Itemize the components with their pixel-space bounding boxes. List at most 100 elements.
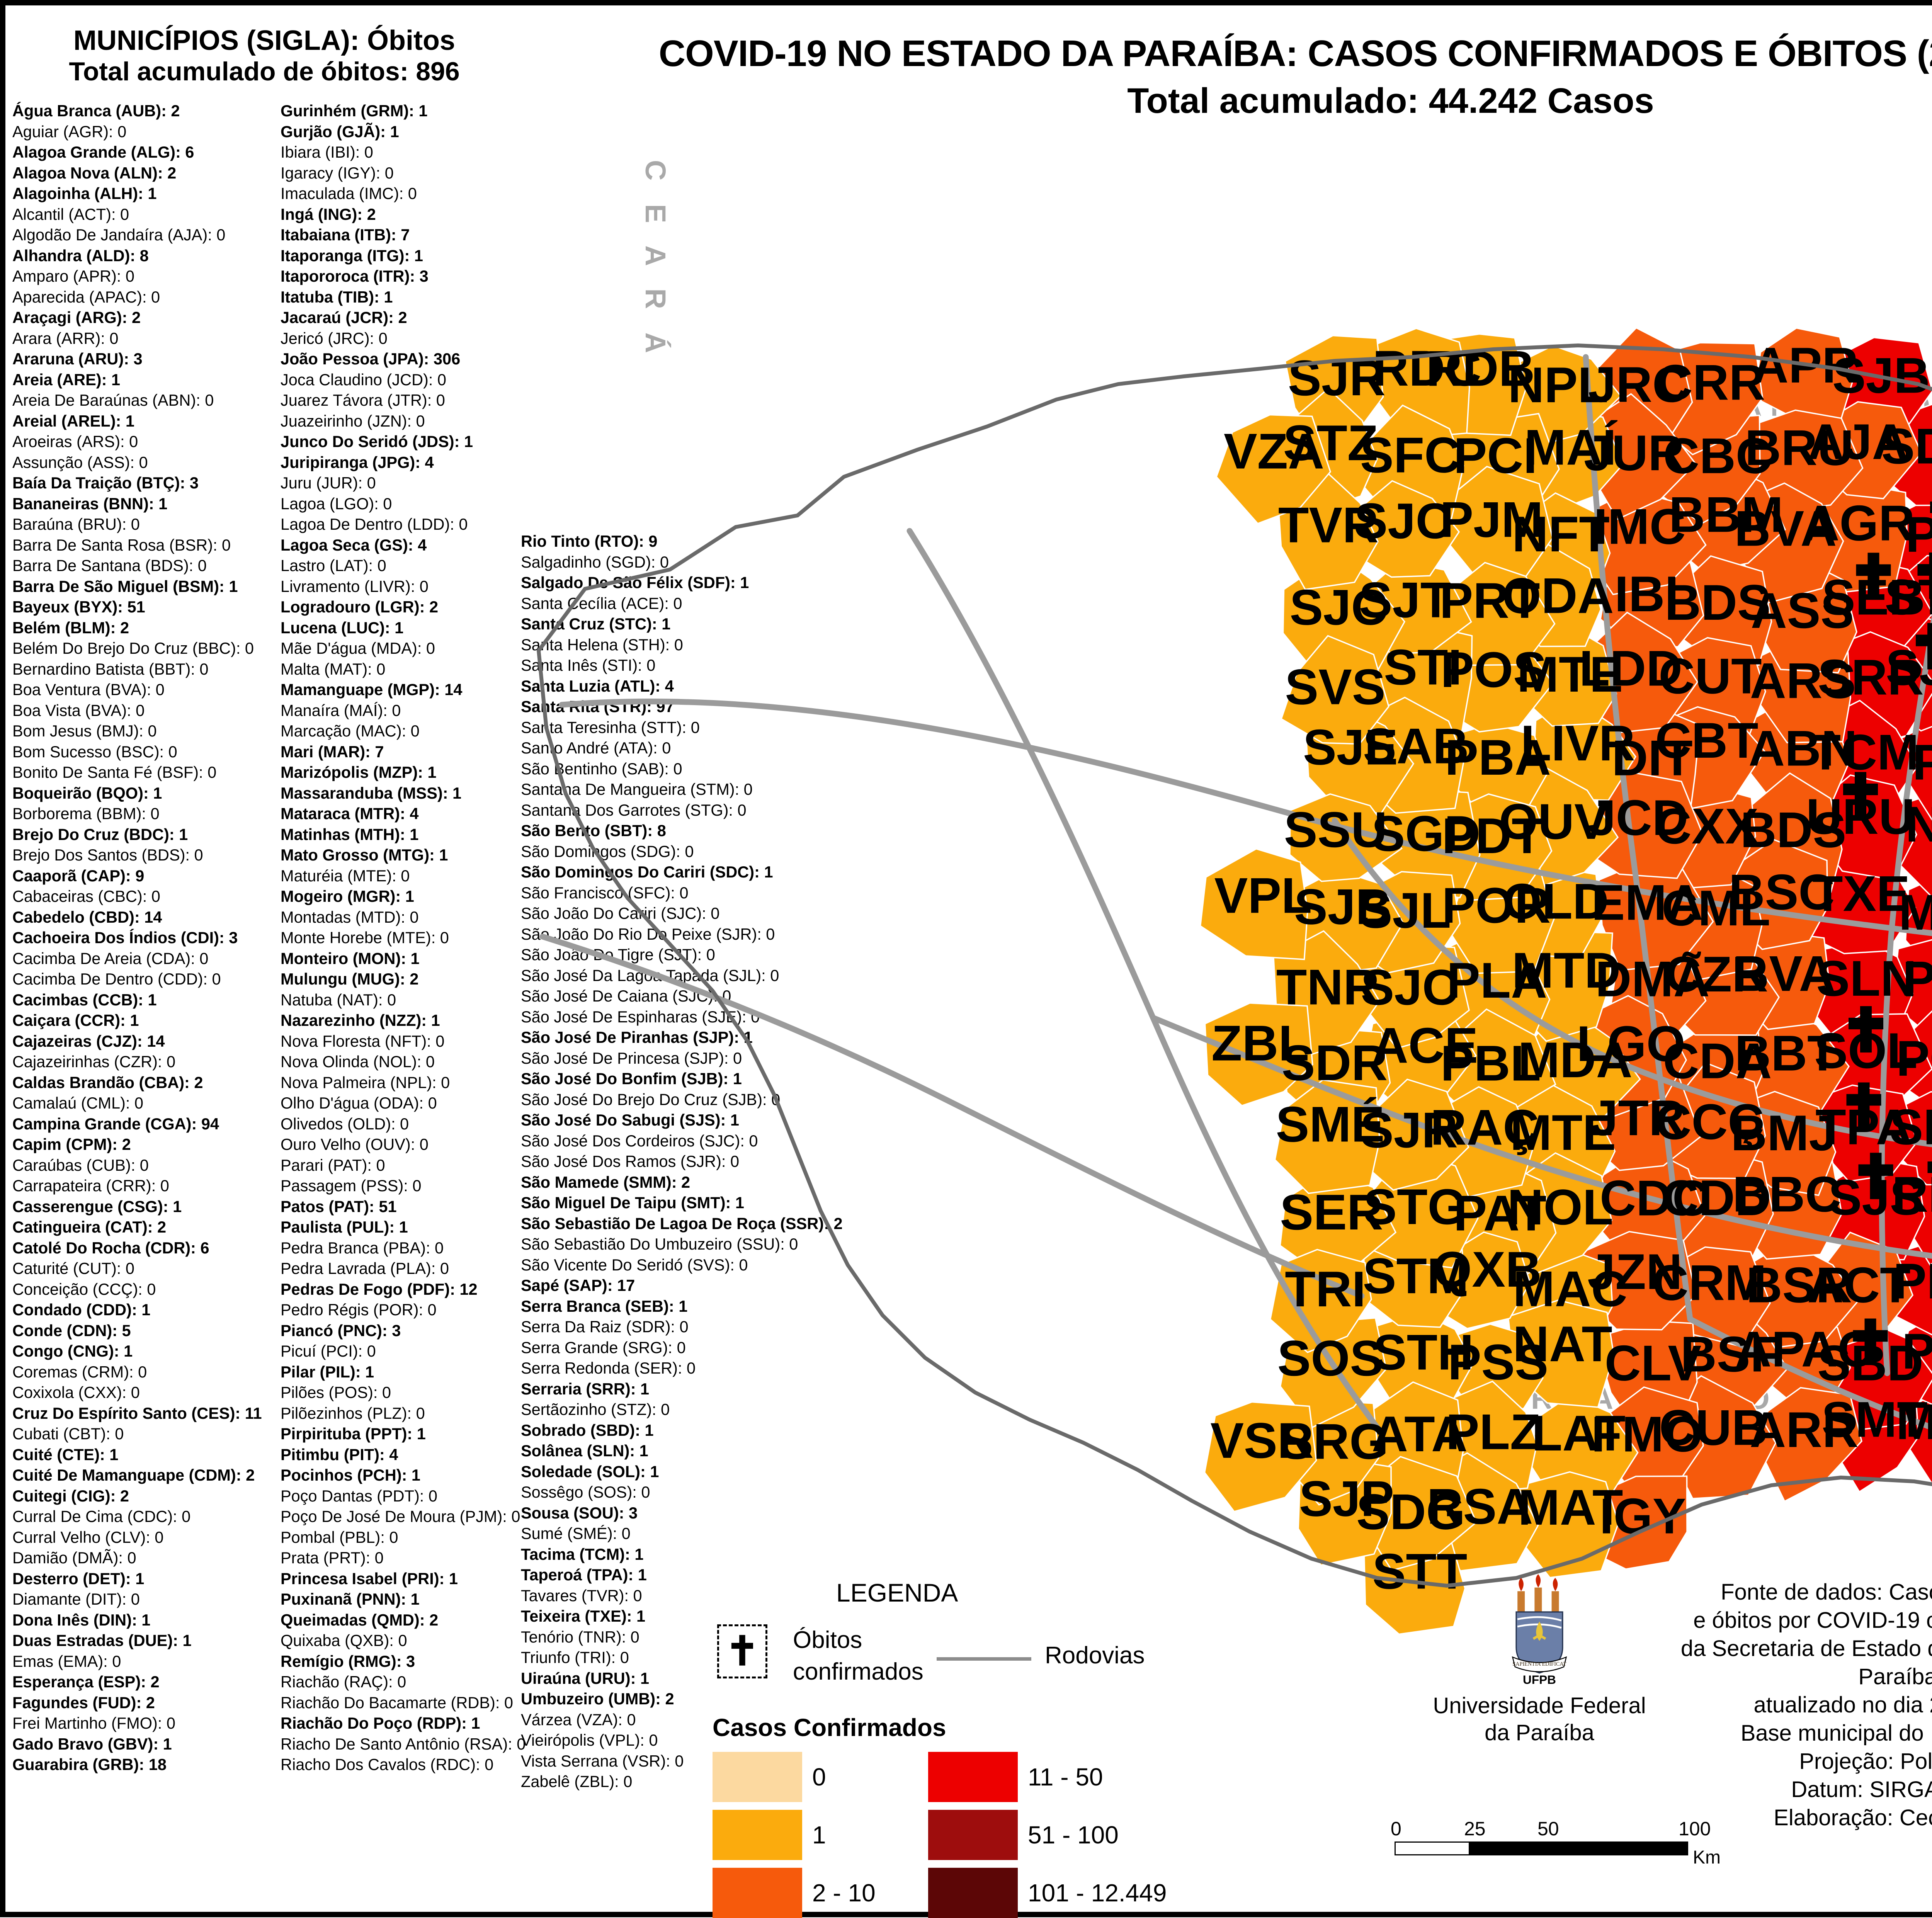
municipality-sigla-label: SJE xyxy=(1303,719,1398,775)
legend-deaths-label: Óbitos confirmados xyxy=(793,1624,955,1688)
legend-swatch-label: 1 xyxy=(812,1821,826,1849)
municipality-row: Prata (PRT): 0 xyxy=(281,1547,520,1568)
legend: LEGENDA ✝ Óbitos confirmados Rodovias Ca… xyxy=(697,1505,1172,1899)
municipality-row: Mulungu (MUG): 2 xyxy=(281,969,520,990)
municipality-sigla-label: MAT xyxy=(1518,1479,1623,1535)
municipality-row: Mãe D'água (MDA): 0 xyxy=(281,638,520,659)
municipality-sigla-label: SGD xyxy=(1372,805,1481,862)
municipality-row: Casserengue (CSG): 1 xyxy=(12,1196,279,1217)
municipality-row: Bananeiras (BNN): 1 xyxy=(12,493,279,514)
map-title: COVID-19 NO ESTADO DA PARAÍBA: CASOS CON… xyxy=(608,32,1932,75)
municipality-sigla-label: IBI xyxy=(1614,566,1679,622)
municipality-row: Bom Sucesso (BSC): 0 xyxy=(12,741,279,762)
municipality-sigla-label: STH xyxy=(1373,1324,1474,1381)
municipality-row: Diamante (DIT): 0 xyxy=(12,1589,279,1610)
municipality-row: Igaracy (IGY): 0 xyxy=(281,163,520,184)
source-line-1: Fonte de dados: Casos confirmados xyxy=(1644,1578,1932,1606)
municipality-sigla-label: VZA xyxy=(1224,423,1324,480)
municipality-row: Campina Grande (CGA): 94 xyxy=(12,1114,279,1134)
ufpb-line-1: Universidade Federal xyxy=(1431,1692,1648,1719)
municipality-row: Princesa Isabel (PRI): 1 xyxy=(281,1568,520,1589)
municipality-row: Esperança (ESP): 2 xyxy=(12,1671,279,1692)
municipality-row: Frei Martinho (FMO): 0 xyxy=(12,1713,279,1734)
municipality-sigla-label: SSU xyxy=(1284,801,1387,858)
ufpb-logo: SAPIENTIA EDIFICAT UFPB xyxy=(1503,1574,1576,1690)
municipality-row: Coremas (CRM): 0 xyxy=(12,1362,279,1382)
municipality-row: Pombal (PBL): 0 xyxy=(281,1527,520,1548)
municipality-row: Marizópolis (MZP): 1 xyxy=(281,762,520,783)
municipality-sigla-label: CDC xyxy=(1600,1170,1709,1226)
municipality-row: Olivedos (OLD): 0 xyxy=(281,1114,520,1134)
municipality-row: Conde (CDN): 5 xyxy=(12,1320,279,1341)
municipality-sigla-label: PJM xyxy=(1440,491,1543,548)
municipality-row: Cajazeiras (CJZ): 14 xyxy=(12,1031,279,1052)
legend-swatch-label: 51 - 100 xyxy=(1028,1821,1119,1849)
municipality-row: Ingá (ING): 2 xyxy=(281,204,520,225)
municipality-row: Congo (CNG): 1 xyxy=(12,1341,279,1362)
municipality-row: Belém Do Brejo Do Cruz (BBC): 0 xyxy=(12,638,279,659)
municipality-row: João Pessoa (JPA): 306 xyxy=(281,349,520,369)
municipality-row: Emas (EMA): 0 xyxy=(12,1651,279,1672)
municipality-sigla-label: BBM xyxy=(1669,486,1783,543)
municipality-row: Caturité (CUT): 0 xyxy=(12,1258,279,1279)
municipality-row: Cuité (CTE): 1 xyxy=(12,1444,279,1465)
source-line-4: atualizado no dia 27/06/2020; xyxy=(1644,1691,1932,1719)
municipality-row: Riachão Do Bacamarte (RDB): 0 xyxy=(281,1692,520,1713)
municipality-row: Cajazeirinhas (CZR): 0 xyxy=(12,1051,279,1072)
municipality-sigla-label: ABN xyxy=(1748,720,1857,777)
municipality-row: Carrapateira (CRR): 0 xyxy=(12,1175,279,1196)
municipality-row: Paulista (PUL): 1 xyxy=(281,1217,520,1238)
municipality-sigla-label: PCI xyxy=(1454,427,1537,484)
municipality-row: Marcação (MAC): 0 xyxy=(281,721,520,741)
municipality-row: Baía Da Traição (BTÇ): 3 xyxy=(12,473,279,493)
scale-unit: Km xyxy=(1693,1847,1721,1868)
municipality-row: Areia De Baraúnas (ABN): 0 xyxy=(12,390,279,411)
legend-swatch xyxy=(713,1868,802,1918)
municipality-row: Picuí (PCI): 0 xyxy=(281,1341,520,1362)
municipality-sigla-label: LAT xyxy=(1532,1405,1626,1461)
municipality-row: Borborema (BBM): 0 xyxy=(12,803,279,824)
ufpb-credit-block: SAPIENTIA EDIFICAT UFPB Universidade Fed… xyxy=(1431,1574,1648,1746)
municipality-row: Montadas (MTD): 0 xyxy=(281,907,520,928)
municipality-row: Itabaiana (ITB): 7 xyxy=(281,224,520,245)
source-line-8: Elaboração: Cecilia Silva. xyxy=(1644,1804,1932,1832)
municipality-row: Riacho De Santo Antônio (RSA): 0 xyxy=(281,1734,520,1755)
municipality-row: Aroeiras (ARS): 0 xyxy=(12,431,279,452)
source-line-5: Base municipal do IBGE (2017). xyxy=(1644,1719,1932,1747)
municipality-sigla-label: TRI xyxy=(1285,1261,1366,1317)
municipality-row: Areial (AREL): 1 xyxy=(12,411,279,432)
municipality-sigla-label: BDS xyxy=(1665,574,1770,631)
municipality-sigla-label: VSR xyxy=(1210,1412,1313,1469)
municipality-sigla-label: ACE xyxy=(1372,1017,1478,1074)
municipality-row: Lastro (LAT): 0 xyxy=(281,555,520,576)
municipality-row: Assunção (ASS): 0 xyxy=(12,452,279,473)
municipality-row: Araruna (ARU): 3 xyxy=(12,349,279,369)
municipality-row: Pilões (POS): 0 xyxy=(281,1382,520,1403)
municipality-row: Riacho Dos Cavalos (RDC): 0 xyxy=(281,1754,520,1775)
source-line-2: e óbitos por COVID-19 obtidos do boletim xyxy=(1644,1606,1932,1634)
municipality-row: Catolé Do Rocha (CDR): 6 xyxy=(12,1238,279,1258)
municipality-sigla-label: ARS xyxy=(1750,653,1856,709)
municipality-row: Caaporã (CAP): 9 xyxy=(12,865,279,886)
municipality-row: Alagoa Grande (ALG): 6 xyxy=(12,142,279,163)
municipality-row: Gurinhém (GRM): 1 xyxy=(281,100,520,121)
municipality-row: Araçagi (ARG): 2 xyxy=(12,307,279,328)
municipality-row: Quixaba (QXB): 0 xyxy=(281,1630,520,1651)
municipality-row: Manaíra (MAÍ): 0 xyxy=(281,700,520,721)
municipality-row: Maturéia (MTE): 0 xyxy=(281,865,520,886)
municipality-sigla-label: SVS xyxy=(1285,659,1385,715)
municipality-list-header: MUNICÍPIOS (SIGLA): Óbitos Total acumula… xyxy=(17,25,512,87)
municipality-row: Pilõezinhos (PLZ): 0 xyxy=(281,1403,520,1424)
municipality-row: Boa Vista (BVA): 0 xyxy=(12,700,279,721)
municipality-row: Belém (BLM): 2 xyxy=(12,617,279,638)
municipality-row: Piancó (PNC): 3 xyxy=(281,1320,520,1341)
municipality-row: Juru (JUR): 0 xyxy=(281,473,520,493)
municipality-row: Brejo Do Cruz (BDC): 1 xyxy=(12,824,279,845)
municipality-row: Mamanguape (MGP): 14 xyxy=(281,679,520,700)
municipality-row: Coxixola (CXX): 0 xyxy=(12,1382,279,1403)
municipality-sigla-label: CLV xyxy=(1605,1335,1701,1391)
municipality-row: Monte Horebe (MTE): 0 xyxy=(281,927,520,948)
legend-swatch xyxy=(713,1752,802,1802)
municipality-sigla-label: PLA xyxy=(1447,952,1547,1008)
